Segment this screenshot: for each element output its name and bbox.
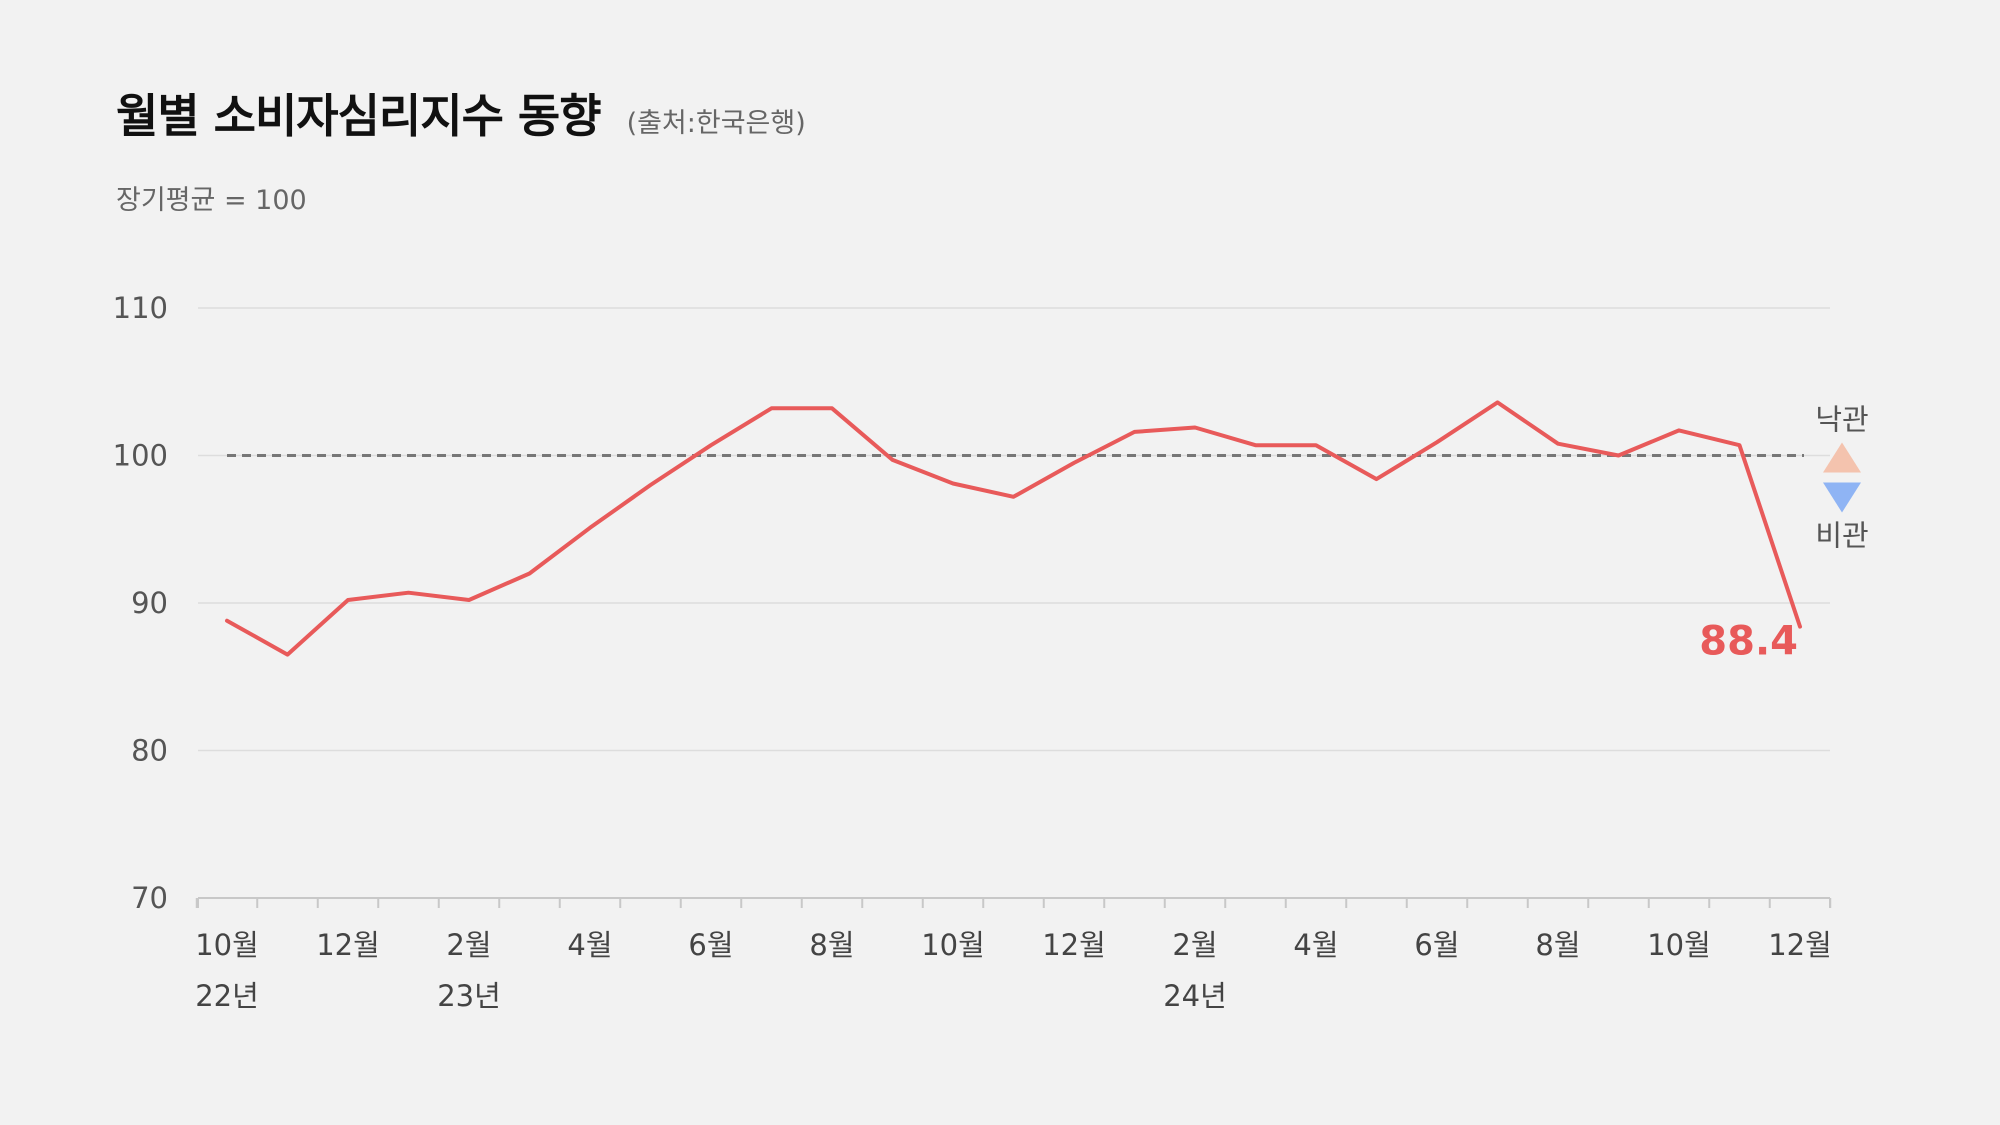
triangle-up-icon <box>1823 442 1861 473</box>
x-tick-label: 12월 <box>316 928 380 962</box>
chart-title: 월별 소비자심리지수 동향 <box>116 89 602 143</box>
x-tick-label: 4월 <box>1293 928 1338 962</box>
data-point <box>1254 443 1258 447</box>
data-point <box>286 653 290 657</box>
y-tick-label: 90 <box>131 586 168 620</box>
x-tick-label: 6월 <box>688 928 733 962</box>
x-tick-label: 8월 <box>1535 928 1580 962</box>
data-point <box>467 598 471 602</box>
x-tick-label: 10월 <box>921 928 985 962</box>
data-point <box>1375 477 1379 481</box>
series-line <box>225 400 1802 657</box>
data-point <box>649 483 653 487</box>
x-tick-label: 2월 <box>446 928 491 962</box>
data-point <box>588 526 592 530</box>
data-point <box>891 458 895 462</box>
x-tick-label: 6월 <box>1414 928 1459 962</box>
data-point <box>225 619 229 623</box>
data-point <box>528 572 532 576</box>
data-point <box>1496 400 1500 404</box>
x-tick-label: 2월 <box>1172 928 1217 962</box>
x-year-label: 22년 <box>195 979 259 1013</box>
data-point <box>1617 454 1621 458</box>
data-point <box>1677 428 1681 432</box>
x-tick-label: 12월 <box>1768 928 1832 962</box>
x-tick-label: 10월 <box>1647 928 1711 962</box>
last-value-label: 88.4 <box>1699 619 1798 665</box>
data-point <box>1314 443 1318 447</box>
legend-down-label: 비관 <box>1815 519 1868 553</box>
data-point <box>1798 625 1802 629</box>
y-tick-label: 70 <box>131 881 168 915</box>
data-point <box>1738 443 1742 447</box>
legend-up-label: 낙관 <box>1815 403 1868 437</box>
data-point <box>407 591 411 595</box>
data-point <box>1556 442 1560 446</box>
chart-subtitle: 장기평균 = 100 <box>116 185 307 216</box>
x-year-label: 24년 <box>1163 979 1227 1013</box>
data-point <box>830 406 834 410</box>
x-tick-label: 8월 <box>809 928 854 962</box>
data-point <box>1072 461 1076 465</box>
x-year-label: 23년 <box>437 979 501 1013</box>
x-tick-label: 4월 <box>567 928 612 962</box>
x-tick-label: 10월 <box>195 928 259 962</box>
data-point <box>951 482 955 486</box>
x-tick-label: 12월 <box>1042 928 1106 962</box>
data-point <box>709 443 713 447</box>
data-point <box>770 406 774 410</box>
data-point <box>1133 430 1137 434</box>
triangle-down-icon <box>1823 482 1861 513</box>
y-tick-label: 110 <box>113 291 168 325</box>
chart-source: (출처:한국은행) <box>626 108 806 139</box>
y-tick-label: 80 <box>131 734 168 768</box>
data-point <box>346 598 350 602</box>
data-point <box>1012 495 1016 499</box>
data-point <box>1193 425 1197 429</box>
data-point <box>1435 440 1439 444</box>
y-tick-label: 100 <box>113 439 168 473</box>
